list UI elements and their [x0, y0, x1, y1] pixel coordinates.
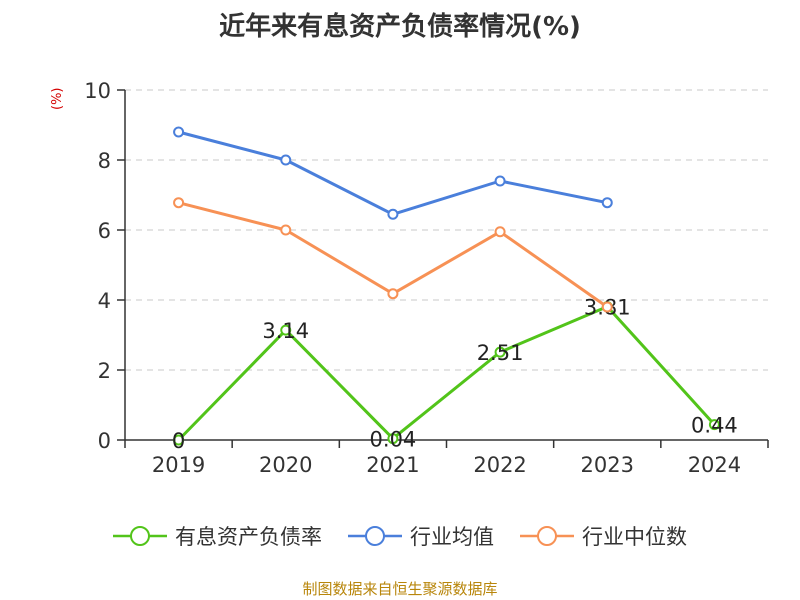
legend-item-1[interactable]: 行业均值 [348, 521, 494, 551]
source-footer: 制图数据来自恒生聚源数据库 [302, 580, 498, 598]
legend-label-2: 行业中位数 [582, 525, 687, 549]
data-label-2022: 2.51 [477, 341, 524, 365]
data-label-2019: 0 [172, 429, 185, 453]
series-2-point-2023[interactable] [601, 301, 613, 313]
series-1-point-2023[interactable] [601, 197, 613, 209]
series-1-point-2021[interactable] [387, 208, 399, 220]
series-0-point-2022[interactable] [494, 346, 506, 358]
series-1-point-2019[interactable] [173, 126, 185, 138]
x-tick-label-2021: 2021 [366, 453, 419, 477]
y-tick-label-0: 0 [98, 429, 111, 453]
legend-marker-1 [348, 526, 402, 546]
series-0-point-2020[interactable] [280, 324, 292, 336]
x-tick-label-2019: 2019 [152, 453, 205, 477]
series-0-point-2021[interactable] [387, 433, 399, 445]
series-0-point-2024[interactable] [708, 419, 720, 431]
series-2-point-2019[interactable] [173, 197, 185, 209]
y-tick-label-3: 6 [98, 219, 111, 243]
series-line-1 [178, 130, 608, 216]
data-label-2021: 0.04 [370, 428, 417, 452]
y-tick-label-5: 10 [84, 79, 111, 103]
data-label-2024: 0.44 [691, 414, 738, 438]
series-2-point-2020[interactable] [280, 224, 292, 236]
x-tick-label-2023: 2023 [581, 453, 634, 477]
series-line-0 [177, 305, 716, 442]
y-tick-label-2: 4 [98, 289, 111, 313]
legend-marker-0 [113, 526, 167, 546]
legend-marker-2 [520, 526, 574, 546]
series-2-point-2022[interactable] [494, 226, 506, 238]
y-tick-label-1: 2 [98, 359, 111, 383]
chart-title: 近年来有息资产负债率情况(%) [219, 12, 581, 42]
legend-item-2[interactable]: 行业中位数 [520, 521, 687, 551]
legend-label-0: 有息资产负债率 [175, 525, 322, 549]
series-0-point-2019[interactable] [173, 434, 185, 446]
series-1-point-2020[interactable] [280, 154, 292, 166]
data-label-2020: 3.14 [262, 319, 309, 343]
series-2-point-2021[interactable] [387, 288, 399, 300]
x-tick-label-2024: 2024 [688, 453, 741, 477]
legend-item-0[interactable]: 有息资产负债率 [113, 521, 322, 551]
legend-label-1: 行业均值 [410, 525, 494, 549]
x-tick-label-2020: 2020 [259, 453, 312, 477]
series-1-point-2022[interactable] [494, 175, 506, 187]
legend: 有息资产负债率 行业均值 行业中位数 [0, 520, 800, 552]
y-tick-label-4: 8 [98, 149, 111, 173]
x-tick-label-2022: 2022 [473, 453, 526, 477]
